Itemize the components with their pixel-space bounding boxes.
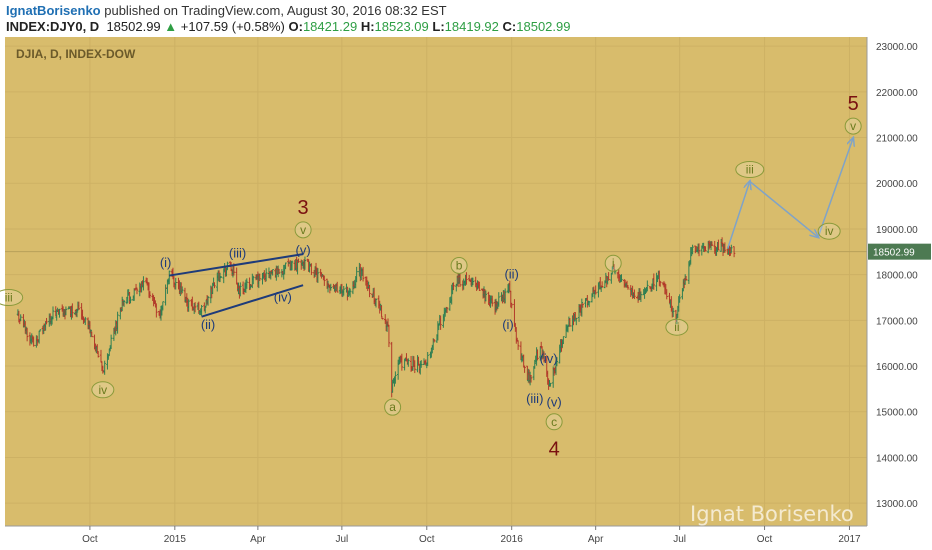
x-tick-label: Jul (673, 534, 686, 545)
wave-label: (i) (160, 255, 172, 270)
price-axis-bg (867, 37, 932, 526)
wave-circle (545, 413, 563, 431)
time-axis-bg (0, 526, 932, 550)
y-tick-label: 13000.00 (876, 499, 918, 510)
price-tag-label: 18502.99 (873, 248, 915, 259)
wave-label: (v) (296, 242, 311, 257)
wave-label: v (300, 223, 306, 237)
wave-label: iv (825, 224, 834, 238)
wave-circle (450, 257, 468, 275)
projection-path (726, 138, 854, 249)
wave-label: b (456, 259, 463, 273)
wave-circle (735, 161, 765, 179)
close-value: 18502.99 (516, 19, 571, 34)
wave-circle (91, 381, 115, 399)
wave-label: (iii) (229, 246, 246, 261)
y-tick-label: 23000.00 (876, 42, 918, 53)
wave-circle (294, 221, 312, 239)
change-up-icon: ▲ (164, 19, 178, 34)
y-tick-label: 17000.00 (876, 316, 918, 327)
wave-label: iii (5, 290, 13, 304)
wave-label: (ii) (201, 317, 215, 332)
wave-circle (0, 288, 24, 306)
price-tag (868, 243, 931, 260)
projection-arrow (817, 138, 853, 238)
chart-title: DJIA, D, INDEX-DOW (16, 47, 136, 61)
x-tick-label: Jul (335, 534, 348, 545)
quote-line: INDEX:DJY0, D 18502.99 ▲ +107.59 (+0.58%… (6, 19, 570, 34)
wave-label: (iv) (540, 351, 558, 366)
y-tick-label: 18000.00 (876, 271, 918, 282)
wave-label: v (850, 119, 856, 133)
y-tick-label: 14000.00 (876, 453, 918, 464)
low-label: L: (432, 19, 445, 34)
x-tick-label: Oct (82, 534, 98, 545)
publish-text: published on TradingView.com, August 30,… (100, 3, 447, 18)
wave-circle (604, 254, 622, 272)
open-value: 18421.29 (302, 19, 358, 34)
publish-line: IgnatBorisenko published on TradingView.… (6, 3, 447, 18)
y-tick-label: 20000.00 (876, 179, 918, 190)
wave-label: i (612, 256, 615, 270)
y-tick-label: 22000.00 (876, 88, 918, 99)
y-tick-label: 15000.00 (876, 408, 918, 419)
y-tick-label: 16000.00 (876, 362, 918, 373)
x-tick-label: 2016 (501, 534, 524, 545)
last-price: 18502.99 (106, 19, 161, 34)
x-tick-label: Oct (757, 534, 773, 545)
ohlc-bars (16, 237, 736, 398)
wave-label: (i) (502, 317, 514, 332)
wave-label: ii (674, 320, 679, 334)
wave-circle (384, 398, 402, 416)
x-tick-label: Apr (588, 534, 604, 545)
wave-label: (v) (547, 395, 562, 410)
x-tick-label: 2015 (164, 534, 187, 545)
wave-label: iii (746, 163, 754, 177)
change-value: +107.59 (+0.58%) (180, 19, 285, 34)
wave-label: a (389, 400, 396, 414)
wave-circle (665, 318, 689, 336)
y-tick-label: 21000.00 (876, 134, 918, 145)
symbol-label: INDEX:DJY0, D (6, 19, 100, 34)
y-tick-label: 19000.00 (876, 225, 918, 236)
high-label: H: (360, 19, 375, 34)
x-tick-label: Oct (419, 534, 435, 545)
wave-circle (817, 222, 841, 240)
wave-degree-label: 3 (298, 197, 309, 219)
x-tick-label: Apr (250, 534, 266, 545)
trendlines (169, 253, 304, 318)
wave-label: (ii) (504, 267, 518, 282)
trendline (201, 284, 304, 318)
wave-label: (iv) (274, 289, 292, 304)
wave-degree-label: 4 (549, 438, 560, 460)
projection-arrow (726, 181, 750, 249)
grid-lines (5, 37, 867, 526)
close-label: C: (502, 19, 517, 34)
wave-degree-label: 5 (848, 93, 859, 115)
open-label: O: (288, 19, 303, 34)
author-link[interactable]: IgnatBorisenko (6, 3, 101, 18)
watermark: Ignat Borisenko (690, 502, 854, 526)
wave-labels: iiiiv(i)(ii)(iii)(iv)(v)v3ab(ii)(i)(iv)(… (0, 93, 862, 460)
wave-label: c (551, 415, 557, 429)
trendline (169, 253, 304, 277)
wave-circle (844, 117, 862, 135)
plot-area[interactable] (5, 37, 867, 526)
time-axis[interactable]: Oct 2015 Apr Jul Oct 2016 Apr Jul Oct 2017 (0, 525, 932, 550)
wave-label: iv (98, 383, 107, 397)
x-tick-label: 2017 (838, 534, 861, 545)
high-value: 18523.09 (374, 19, 429, 34)
price-axis[interactable]: 13000.00 14000.00 15000.00 16000.00 17000.00… (866, 37, 932, 526)
projection-arrow (749, 180, 818, 237)
wave-label: (iii) (526, 391, 543, 406)
low-value: 18419.92 (444, 19, 499, 34)
